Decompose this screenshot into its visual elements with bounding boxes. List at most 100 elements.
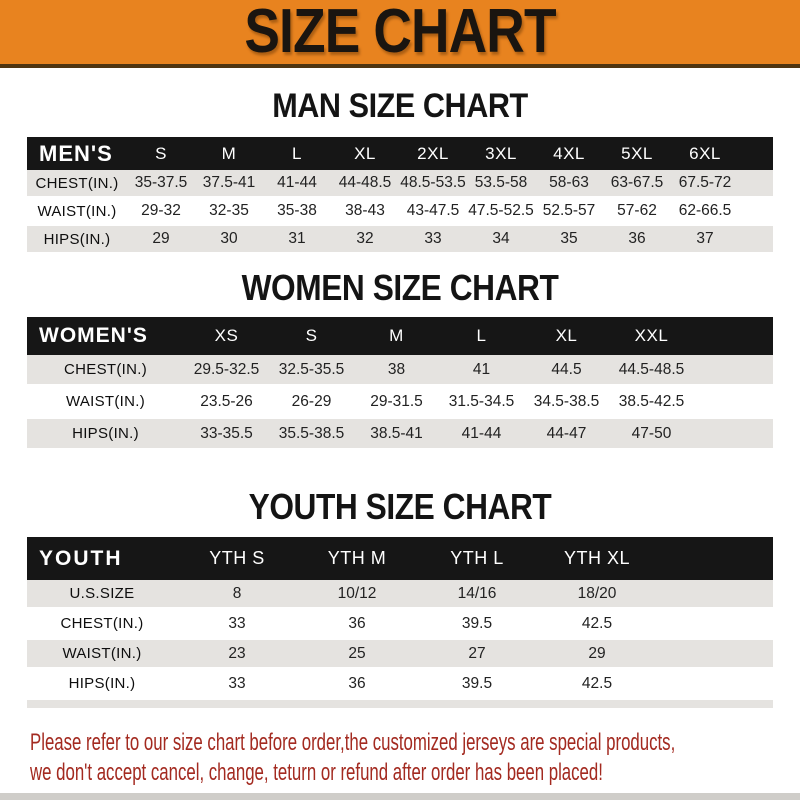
row-label: CHEST(IN.) [60, 615, 144, 632]
size-value-cell: 47-50 [631, 424, 672, 442]
size-value-cell: 25 [348, 644, 366, 662]
table-row: HIPS(IN.) 33-35.5 35.5-38.5 38.5-41 41-44 44-… [27, 419, 773, 448]
section-youth: YOUTH SIZE CHART YOUTH YTH S YTH M YTH L YTH… [0, 488, 800, 708]
size-value-cell: 38.5-41 [370, 424, 423, 442]
size-value-cell: 33-35.5 [200, 424, 253, 442]
size-value-cell: 47.5-52.5 [468, 202, 534, 219]
size-value-cell: 29 [588, 644, 606, 662]
column-header: XL [354, 143, 376, 163]
table-header-bar: YOUTH YTH S YTH M YTH L YTH XL [27, 537, 773, 580]
women-size-table: WOMEN'S XS S M L XL XXL CHEST(IN.) 29.5-32.5 32.… [27, 317, 773, 448]
column-header: XL [555, 326, 578, 345]
row-label: HIPS(IN.) [72, 425, 139, 442]
column-header: 3XL [485, 143, 517, 163]
table-row: HIPS(IN.) 33 36 39.5 42.5 [27, 670, 773, 697]
men-size-table: MEN'S S M L XL 2XL 3XL 4XL 5XL 6XL CHEST(IN.) 35-3… [27, 137, 773, 252]
column-header: XS [214, 326, 239, 345]
table-row: CHEST(IN.) 35-37.5 37.5-41 41-44 44-48.5 48.5… [27, 170, 773, 196]
table-row: CHEST(IN.) 29.5-32.5 32.5-35.5 38 41 44.5 44.5… [27, 355, 773, 384]
table-bottom-fringe [27, 700, 773, 708]
size-value-cell: 32.5-35.5 [278, 360, 345, 378]
table-row: WAIST(IN.) 23.5-26 26-29 29-31.5 31.5-34.5 34… [27, 387, 773, 416]
table-row: HIPS(IN.) 29 30 31 32 33 34 35 36 37 [27, 226, 773, 252]
size-value-cell: 44-47 [546, 424, 587, 442]
column-header: YTH L [450, 548, 504, 568]
footer-note: Please refer to our size chart before or… [30, 728, 800, 788]
size-value-cell: 36 [628, 230, 646, 247]
size-value-cell: 35-38 [277, 202, 317, 219]
size-value-cell: 63-67.5 [610, 174, 664, 191]
size-value-cell: 32-35 [209, 202, 249, 219]
row-label: WAIST(IN.) [62, 645, 142, 662]
footer-line-1: Please refer to our size chart before or… [30, 729, 676, 756]
column-header: 5XL [621, 143, 653, 163]
table-corner-label: WOMEN'S [39, 324, 148, 347]
size-value-cell: 32 [356, 230, 374, 247]
size-value-cell: 31.5-34.5 [448, 392, 515, 410]
row-label: WAIST(IN.) [37, 202, 117, 220]
section-men: MAN SIZE CHART MEN'S S M L XL 2XL 3XL 4XL 5XL 6XL… [0, 89, 800, 252]
row-label: U.S.SIZE [69, 585, 135, 602]
size-value-cell: 39.5 [461, 674, 493, 692]
size-value-cell: 52.5-57 [542, 202, 596, 219]
size-value-cell: 67.5-72 [678, 174, 732, 191]
size-value-cell: 42.5 [581, 674, 613, 692]
size-value-cell: 57-62 [617, 202, 657, 219]
row-label: HIPS(IN.) [43, 230, 111, 248]
size-value-cell: 58-63 [549, 174, 589, 191]
size-value-cell: 23.5-26 [200, 392, 253, 410]
size-value-cell: 29 [152, 230, 170, 247]
column-header: M [221, 143, 237, 163]
column-header: S [305, 326, 318, 345]
size-value-cell: 30 [220, 230, 238, 247]
row-label: HIPS(IN.) [68, 675, 136, 692]
column-header: S [155, 143, 167, 163]
column-header: YTH S [209, 548, 265, 568]
table-corner-label: YOUTH [39, 546, 123, 570]
size-value-cell: 33 [228, 614, 246, 632]
size-value-cell: 27 [468, 644, 486, 662]
footer-line-2: we don't accept cancel, change, teturn o… [30, 759, 603, 786]
size-value-cell: 23 [228, 644, 246, 662]
table-row: WAIST(IN.) 23 25 27 29 [27, 640, 773, 667]
size-value-cell: 37 [696, 230, 714, 247]
size-value-cell: 33 [424, 230, 442, 247]
table-header-bar: MEN'S S M L XL 2XL 3XL 4XL 5XL 6XL [27, 137, 773, 170]
size-value-cell: 38 [387, 360, 406, 378]
size-value-cell: 42.5 [581, 614, 613, 632]
size-value-cell: 41 [472, 360, 491, 378]
size-value-cell: 26-29 [291, 392, 332, 410]
table-body: U.S.SIZE 8 10/12 14/16 18/20 CHEST(IN.) 33 36 39… [27, 580, 773, 697]
section-heading-men: MAN SIZE CHART [272, 87, 528, 125]
section-heading-women: WOMEN SIZE CHART [241, 267, 559, 308]
column-header: L [292, 143, 302, 163]
size-value-cell: 29-32 [141, 202, 181, 219]
banner: SIZE CHART [0, 0, 800, 68]
column-header: 4XL [553, 143, 585, 163]
size-value-cell: 48.5-53.5 [400, 174, 466, 191]
size-value-cell: 36 [348, 614, 366, 632]
column-header: XXL [634, 326, 669, 345]
table-body: CHEST(IN.) 35-37.5 37.5-41 41-44 44-48.5 48.5… [27, 170, 773, 252]
size-value-cell: 44-48.5 [338, 174, 392, 191]
table-corner-label: MEN'S [39, 140, 113, 166]
size-value-cell: 29-31.5 [370, 392, 423, 410]
size-value-cell: 35.5-38.5 [278, 424, 345, 442]
row-label: CHEST(IN.) [35, 174, 119, 192]
row-label: WAIST(IN.) [65, 393, 146, 410]
size-value-cell: 33 [228, 674, 246, 692]
table-row: U.S.SIZE 8 10/12 14/16 18/20 [27, 580, 773, 607]
size-value-cell: 36 [348, 674, 366, 692]
size-value-cell: 37.5-41 [202, 174, 256, 191]
size-value-cell: 41-44 [461, 424, 502, 442]
section-women: WOMEN SIZE CHART WOMEN'S XS S M L XL XXL CHEST… [0, 269, 800, 448]
size-value-cell: 14/16 [457, 584, 497, 602]
column-header: 2XL [417, 143, 449, 163]
size-value-cell: 43-47.5 [406, 202, 460, 219]
size-value-cell: 18/20 [577, 584, 617, 602]
column-header: YTH XL [563, 548, 631, 568]
size-value-cell: 35-37.5 [134, 174, 188, 191]
row-label: CHEST(IN.) [64, 361, 147, 378]
table-header-bar: WOMEN'S XS S M L XL XXL [27, 317, 773, 355]
column-header: L [476, 326, 487, 345]
